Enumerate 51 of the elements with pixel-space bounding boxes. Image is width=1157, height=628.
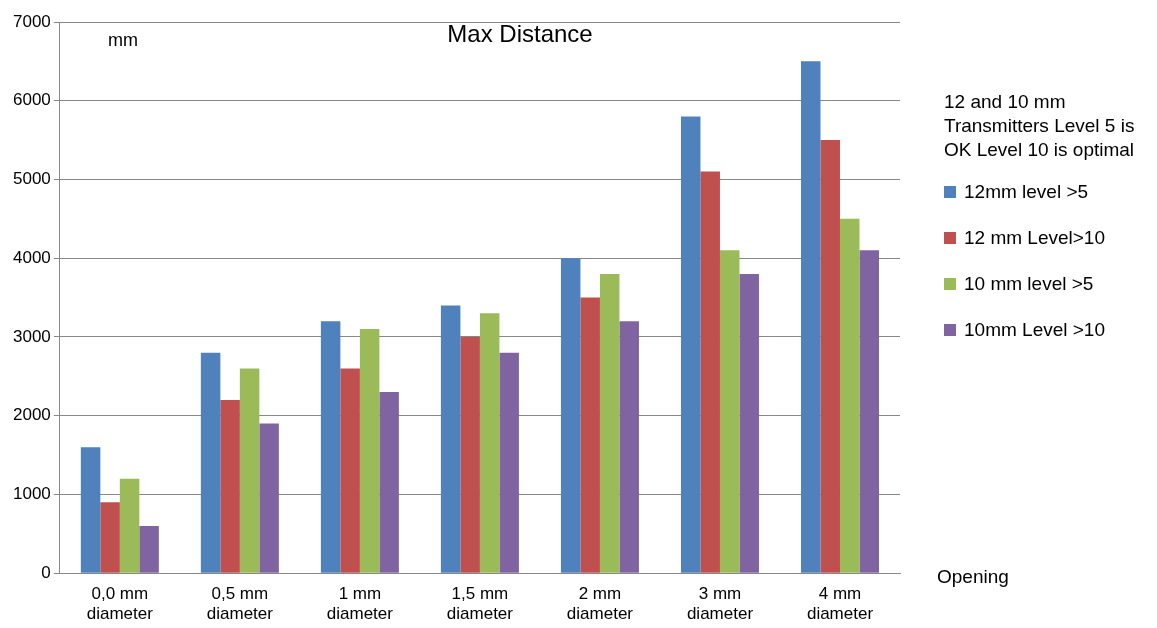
bar bbox=[479, 313, 500, 573]
y-tick-label: 2000 bbox=[12, 405, 51, 425]
bar bbox=[139, 525, 159, 573]
bar bbox=[259, 423, 279, 573]
bar bbox=[320, 321, 341, 573]
y-tick-label: 5000 bbox=[12, 169, 51, 189]
legend-title: 12 and 10 mm Transmitters Level 5 is OK Level 10 is optimal bbox=[944, 90, 1136, 162]
bar bbox=[739, 273, 759, 573]
x-tick-label: 3 mm diameter bbox=[686, 584, 754, 624]
legend-label: 10mm Level >10 bbox=[964, 319, 1105, 341]
bar bbox=[100, 502, 120, 573]
bar bbox=[560, 258, 581, 573]
chart-title: Max Distance bbox=[446, 20, 594, 48]
bar bbox=[200, 352, 221, 573]
bar bbox=[80, 447, 101, 573]
bar bbox=[359, 329, 380, 573]
y-tick-label: 4000 bbox=[12, 247, 51, 267]
x-tick-label: 1 mm diameter bbox=[326, 584, 394, 624]
bar bbox=[379, 392, 399, 573]
bar bbox=[580, 297, 600, 573]
y-tick-label: 0 bbox=[41, 562, 51, 582]
x-tick-label: 0,5 mm diameter bbox=[206, 584, 274, 624]
bar bbox=[599, 273, 620, 573]
x-tick-label: 0,0 mm diameter bbox=[86, 584, 154, 624]
x-tick-label: 2 mm diameter bbox=[566, 584, 634, 624]
bar bbox=[859, 250, 879, 573]
bar bbox=[619, 321, 639, 573]
bar bbox=[340, 368, 360, 573]
bar bbox=[460, 336, 480, 573]
legend-label: 12 mm Level>10 bbox=[964, 227, 1105, 249]
bar bbox=[499, 352, 519, 573]
bar bbox=[680, 116, 701, 573]
bar bbox=[820, 140, 840, 573]
y-tick-label: 6000 bbox=[12, 90, 51, 110]
bar bbox=[119, 478, 140, 573]
y-axis-title: mm bbox=[108, 30, 138, 51]
bar bbox=[839, 218, 860, 573]
bar bbox=[239, 368, 260, 573]
x-tick-label: 1,5 mm diameter bbox=[446, 584, 514, 624]
legend-label: 10 mm level >5 bbox=[964, 273, 1094, 295]
bar bbox=[220, 399, 240, 573]
legend-label: 12mm level >5 bbox=[964, 181, 1089, 203]
y-tick-label: 3000 bbox=[12, 326, 51, 346]
y-tick-label: 1000 bbox=[12, 484, 51, 504]
bar bbox=[440, 305, 461, 573]
bar bbox=[719, 250, 740, 573]
bar bbox=[800, 61, 821, 573]
y-tick-label: 7000 bbox=[12, 11, 51, 31]
bar bbox=[700, 171, 720, 573]
x-axis-title: Opening bbox=[937, 566, 1009, 588]
x-tick-label: 4 mm diameter bbox=[806, 584, 874, 624]
